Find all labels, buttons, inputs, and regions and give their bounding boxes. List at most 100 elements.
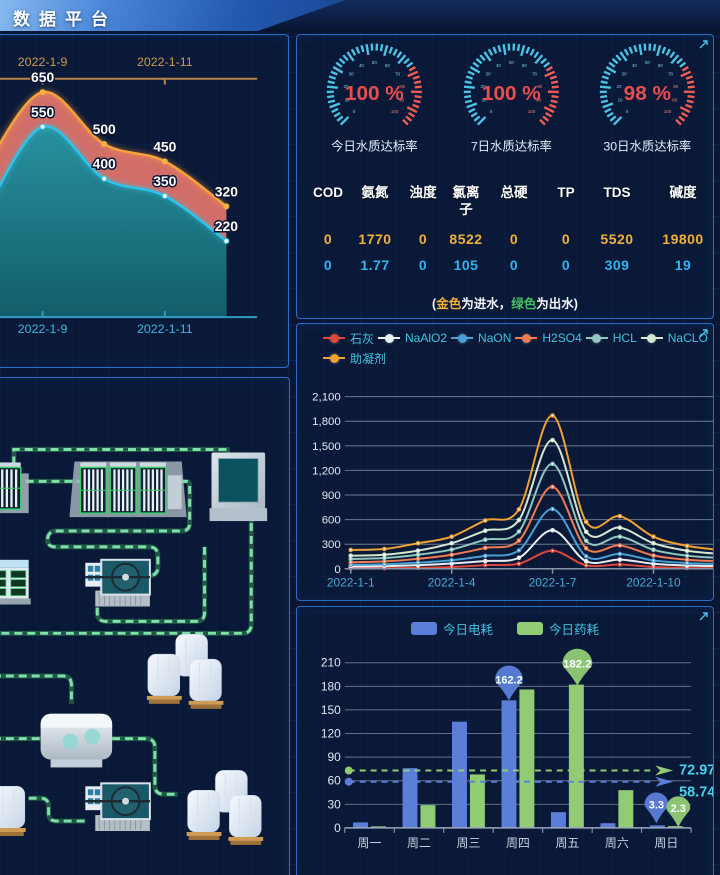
gauge-tick [656,44,662,57]
data-point-core [484,547,487,549]
legend-swatch-icon [410,622,437,635]
gauge-tick-label: 0 [489,109,492,114]
gauge-tick [405,115,413,122]
legend-label: NaAlO2 [405,331,448,345]
data-point [161,158,168,165]
gauge-tick [469,66,480,74]
x-axis-label: 周二 [407,836,431,850]
x-axis-label: 周日 [654,836,678,850]
data-point-core [417,561,419,564]
gauge-tick [600,80,609,85]
legend-item[interactable]: NaAlO2 [378,330,447,346]
gauge-tick-label: 80 [537,84,542,89]
bar-chemical [568,684,584,828]
data-point-core [618,544,621,547]
gauge-tick [407,70,419,78]
gauge-tick [680,70,692,78]
bar-electric [501,700,517,828]
data-point-core [450,562,453,565]
control-cabinet [167,475,182,510]
gauge-tick [661,46,667,54]
data-label: 650 [31,69,54,85]
bar-chemical [370,826,386,828]
rack-cap [0,462,21,468]
rack-cap [139,462,166,468]
avg-line-label: 58.74 [679,785,713,801]
table-cell: 105 [453,257,479,273]
bar-chemical [618,790,634,828]
expand-icon[interactable] [698,611,709,622]
gauge-tick [548,103,557,109]
x-axis-label: 周三 [457,836,481,850]
gauge-tick-label: 100 [664,109,672,114]
gauge-tick-label: 90 [673,97,678,102]
data-point-core [618,535,621,538]
table-header-cell: 氯离子 [452,185,480,217]
gauge-tick [476,116,486,126]
data-label: 350 [153,173,176,189]
x-axis-label: 周五 [555,836,579,850]
legend-item[interactable]: HCL [585,330,637,346]
chemical-bag [147,653,181,697]
gauge-tick [355,46,361,54]
gauge-tick-label: 0 [353,109,356,114]
data-point-core [652,535,655,538]
gauge-tick [403,57,410,65]
y-axis-label: 1,800 [312,416,341,428]
expand-icon[interactable] [698,39,709,50]
legend-item[interactable]: H2SO4 [515,330,582,346]
panel-consumption: 今日电耗 今日药耗 0 30 60 90 120 150 180 210 72.97 58.74 周一… [296,606,714,875]
gauge-tick [609,115,617,122]
table-cell: 1.77 [360,257,390,273]
legend-item[interactable]: NaON [451,330,511,346]
data-point-core [618,558,621,561]
gauge-tick [335,61,343,68]
x-axis-label: 周四 [506,836,530,850]
table-cell: 0 [509,231,519,247]
bag-crease [196,793,210,830]
gauge-tick-label: 40 [496,63,501,68]
data-point-core [652,554,655,557]
data-point-core [551,508,554,510]
gauge-tick [350,48,357,56]
gauge-tick [604,107,612,114]
gauge-tick [653,43,657,52]
expand-icon[interactable] [698,328,709,339]
legend-item[interactable]: NaCLO [640,330,708,346]
clarifier-hub [122,573,130,581]
bar-electric [402,768,418,828]
gauge-tick [402,118,409,126]
legend-item[interactable]: 助凝剂 [323,350,386,366]
gauge-tick [338,57,346,65]
gauge-tick [680,106,691,114]
gauge-tick [407,111,416,118]
gauge-tick-label: 90 [536,97,541,102]
data-point-core [417,557,419,560]
pallet [146,695,182,700]
data-point-core [686,558,688,561]
x-axis-label: 2022-1-4 [428,576,476,590]
gauge-tick [412,103,420,109]
gauge-tick [379,43,384,52]
gauge-tick-label: 40 [632,63,637,68]
gauge-tick [538,118,546,126]
legend-marker-icon [451,333,474,343]
title-banner: 数据平台 [0,0,345,31]
data-point-core [484,564,487,567]
legend-item[interactable]: 今日电耗 [410,619,493,638]
data-point [223,203,230,210]
line-lower [0,125,228,242]
gauge-tick-label: 100 [391,109,399,114]
annex-window [87,565,94,572]
legend-item[interactable]: 石灰 [323,330,374,346]
gauge-tick-label: 10 [618,97,623,102]
legend-item[interactable]: 今日药耗 [517,619,599,638]
gauge-tick [330,70,338,76]
gauge-tick-label: 30 [349,72,354,77]
gauge-tick [492,46,497,54]
line-upper [0,90,228,208]
data-point-core [484,529,487,532]
legend-label: 助凝剂 [350,351,387,366]
gauge-tick [551,95,559,99]
